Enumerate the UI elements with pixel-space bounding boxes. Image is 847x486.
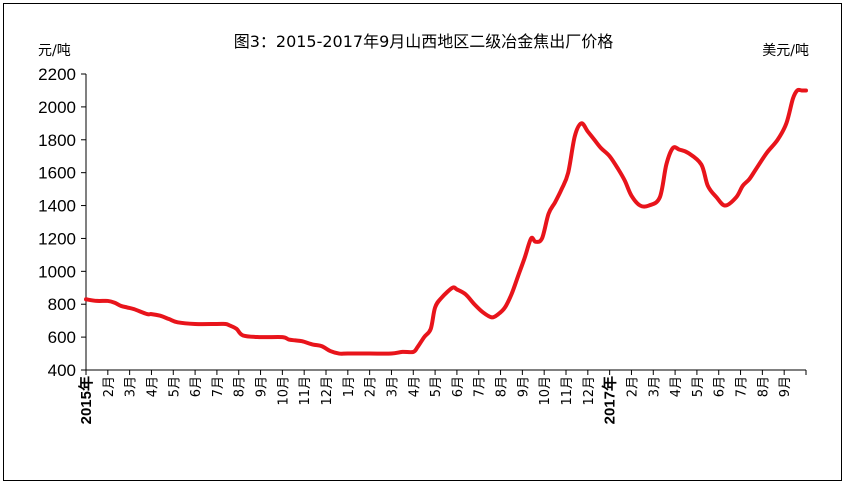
x-tick-label: 6月 xyxy=(713,376,728,397)
y-tick-label: 400 xyxy=(48,361,76,380)
y-tick-label: 1400 xyxy=(38,197,76,216)
x-tick-label: 5月 xyxy=(429,376,444,397)
y-tick-label: 1000 xyxy=(38,262,76,281)
y-tick-label: 1800 xyxy=(38,131,76,150)
y-tick-label: 1200 xyxy=(38,229,76,248)
x-tick-label: 11月 xyxy=(560,376,575,406)
x-tick-label: 3月 xyxy=(385,376,400,397)
x-tick-label: 2月 xyxy=(102,376,117,397)
x-tick-label: 7月 xyxy=(735,376,750,397)
x-tick-label: 8月 xyxy=(233,376,248,397)
x-tick-label: 7月 xyxy=(473,376,488,397)
x-tick-label: 3月 xyxy=(647,376,662,397)
x-tick-label: 9月 xyxy=(516,376,531,397)
x-tick-label: 5月 xyxy=(167,376,182,397)
x-tick-label: 5月 xyxy=(691,376,706,397)
x-tick-label: 8月 xyxy=(495,376,510,397)
x-tick-label: 4月 xyxy=(669,376,684,397)
y-tick-label: 600 xyxy=(48,328,76,347)
x-tick-label: 2月 xyxy=(625,376,640,397)
x-tick-label: 12月 xyxy=(582,376,597,406)
x-tick-label: 12月 xyxy=(320,376,335,406)
x-tick-label: 10月 xyxy=(538,376,553,406)
x-tick-label: 7月 xyxy=(211,376,226,397)
x-tick-label: 6月 xyxy=(189,376,204,397)
y-axis-unit-left: 元/吨 xyxy=(38,43,71,59)
x-tick-label: 4月 xyxy=(407,376,422,397)
y-axis-unit-right: 美元/吨 xyxy=(762,43,809,59)
x-tick-label: 4月 xyxy=(145,376,160,397)
x-tick-label: 1月 xyxy=(342,376,357,397)
x-tick-label: 2017年 xyxy=(601,376,619,424)
y-tick-label: 1600 xyxy=(38,164,76,183)
x-tick-label: 9月 xyxy=(778,376,793,397)
price-series-line xyxy=(84,87,808,356)
x-tick-label: 10月 xyxy=(276,376,291,406)
x-tick-label: 3月 xyxy=(124,376,139,397)
x-tick-label: 2月 xyxy=(364,376,379,397)
x-tick-label: 9月 xyxy=(255,376,270,397)
y-tick-label: 2200 xyxy=(38,65,76,84)
x-tick-label: 11月 xyxy=(298,376,313,406)
x-tick-label: 8月 xyxy=(756,376,771,397)
y-tick-label: 800 xyxy=(48,295,76,314)
x-tick-label: 2015年 xyxy=(77,376,95,424)
chart-frame xyxy=(3,3,842,481)
chart-title: 图3：2015-2017年9月山西地区二级冶金焦出厂价格 xyxy=(233,32,614,51)
y-tick-label: 2000 xyxy=(38,98,76,117)
x-tick-label: 6月 xyxy=(451,376,466,397)
